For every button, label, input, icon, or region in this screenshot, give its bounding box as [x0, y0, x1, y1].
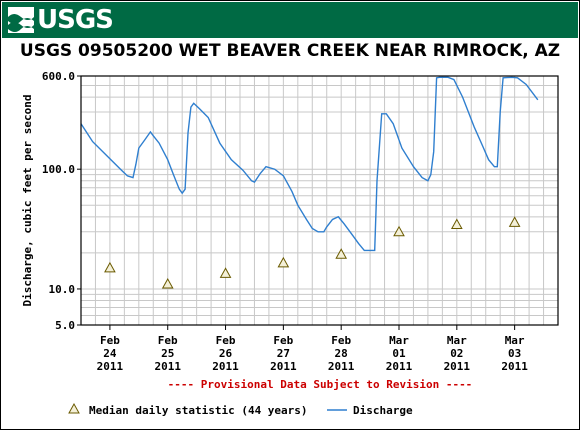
x-tick-year: 2011	[328, 360, 355, 373]
x-tick-day: 24	[103, 347, 117, 360]
x-tick-year: 2011	[444, 360, 471, 373]
x-tick-month: Mar	[505, 334, 525, 347]
y-tick-label: 10.0	[49, 283, 76, 296]
x-tick-day: 27	[277, 347, 290, 360]
usgs-banner: USGS	[2, 2, 578, 38]
x-tick-month: Feb	[216, 334, 236, 347]
legend-discharge-label: Discharge	[353, 404, 413, 417]
x-tick-day: 03	[508, 347, 521, 360]
median-triangle-marker	[219, 267, 232, 278]
usgs-logo[interactable]: USGS	[8, 5, 114, 35]
y-tick-label: 5.0	[55, 319, 75, 332]
chart-title: USGS 09505200 WET BEAVER CREEK NEAR RIMR…	[19, 41, 561, 61]
x-tick-month: Mar	[447, 334, 467, 347]
x-tick-year: 2011	[212, 360, 239, 373]
x-tick-day: 28	[335, 347, 348, 360]
plot-border	[80, 75, 559, 326]
x-tick-day: 26	[219, 347, 233, 360]
median-triangle-marker	[104, 261, 116, 273]
x-tick-year: 2011	[154, 360, 181, 373]
provisional-note: ---- Provisional Data Subject to Revisio…	[168, 378, 473, 391]
x-tick-month: Feb	[273, 334, 293, 347]
median-triangle-marker	[508, 216, 521, 227]
y-axis-label: Discharge, cubic feet per second	[21, 95, 34, 307]
x-tick-year: 2011	[270, 360, 297, 373]
discharge-series-line	[80, 76, 539, 252]
x-tick-year: 2011	[501, 360, 528, 373]
plot-area	[81, 76, 558, 325]
y-tick-label: 600.0	[42, 70, 75, 83]
x-tick-day: 25	[161, 347, 174, 360]
x-tick-year: 2011	[386, 360, 413, 373]
x-tick-day: 02	[450, 347, 463, 360]
median-triangle-marker	[335, 248, 348, 259]
legend-median-marker-icon	[68, 402, 80, 414]
x-tick-day: 01	[392, 347, 406, 360]
median-triangle-marker	[450, 218, 463, 230]
y-tick-label: 100.0	[42, 163, 75, 176]
x-tick-month: Feb	[158, 334, 178, 347]
x-tick-month: Mar	[389, 334, 409, 347]
usgs-logo-icon	[8, 7, 34, 33]
x-tick-year: 2011	[97, 360, 124, 373]
x-tick-month: Feb	[331, 334, 351, 347]
usgs-logo-text: USGS	[37, 5, 114, 35]
x-tick-month: Feb	[100, 334, 120, 347]
median-triangle-marker	[393, 225, 405, 237]
median-triangle-marker	[161, 277, 174, 289]
legend-median-label: Median daily statistic (44 years)	[89, 404, 308, 417]
median-triangle-marker	[277, 256, 290, 268]
